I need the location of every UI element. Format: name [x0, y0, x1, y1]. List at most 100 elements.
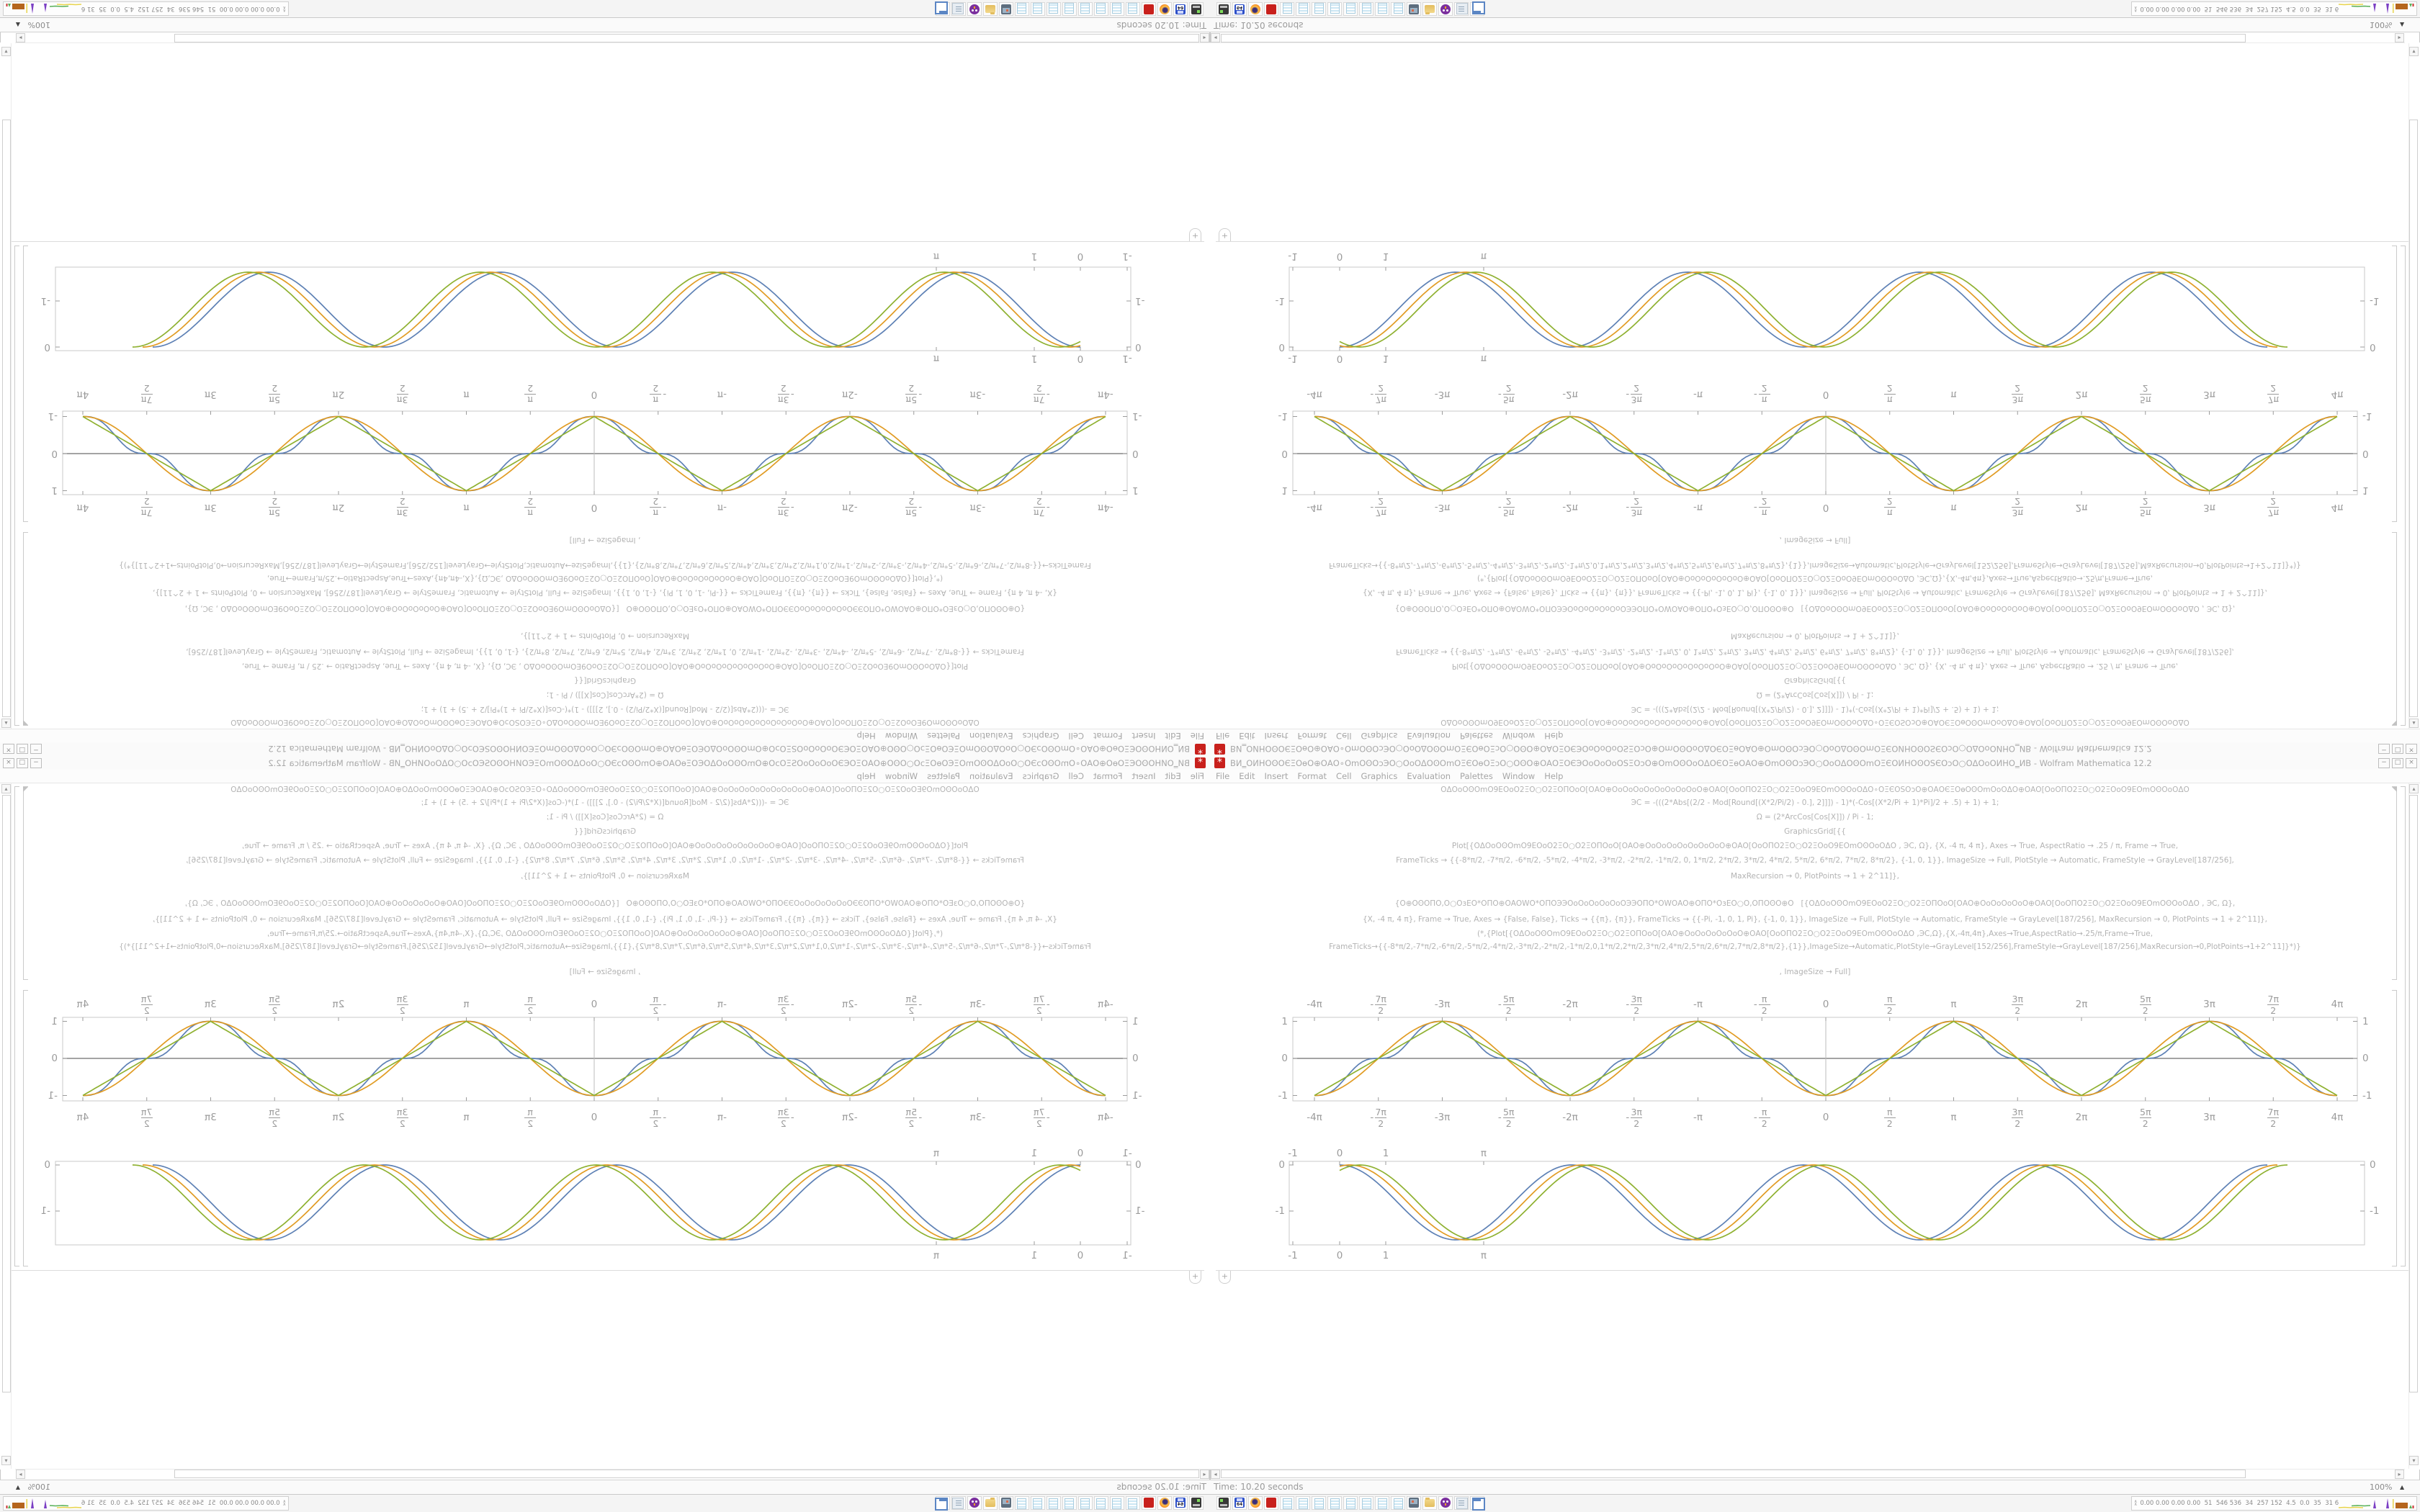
- taskbar-button-notepad[interactable]: [1126, 1496, 1140, 1510]
- taskbar-button-monitor[interactable]: [1407, 1496, 1421, 1510]
- menu-item-graphics[interactable]: Graphics: [1361, 771, 1398, 781]
- output-cell-bracket[interactable]: [23, 990, 28, 1266]
- taskbar-button-notepad[interactable]: [1015, 1496, 1029, 1510]
- taskbar-button-folder[interactable]: [983, 1496, 998, 1510]
- taskbar-button-notepad[interactable]: [1391, 2, 1405, 16]
- taskbar-button-floppy64[interactable]: [1232, 2, 1247, 16]
- taskbar-button-scroll[interactable]: [1454, 1496, 1469, 1510]
- cell-group-bracket[interactable]: [2401, 786, 2406, 1266]
- taskbar-button-scroll[interactable]: [951, 1496, 966, 1510]
- taskbar-button-notepad[interactable]: [1359, 2, 1373, 16]
- taskbar-button-notepad[interactable]: [1094, 2, 1108, 16]
- vertical-scroll-thumb[interactable]: [2409, 120, 2418, 717]
- taskbar-button-window[interactable]: [935, 1, 950, 16]
- menu-item-palettes[interactable]: Palettes: [1460, 771, 1493, 781]
- scroll-left-icon[interactable]: ◂: [1211, 33, 1220, 42]
- scroll-up-icon[interactable]: ▴: [2409, 784, 2419, 793]
- insert-cell-button[interactable]: +: [1189, 228, 1201, 241]
- taskbar-button-window[interactable]: [1470, 1, 1485, 16]
- taskbar-button-notepad[interactable]: [1062, 1496, 1077, 1510]
- taskbar-button-mathematica[interactable]: [1264, 2, 1278, 16]
- taskbar-button-notepad[interactable]: [1110, 1496, 1124, 1510]
- scroll-up-icon[interactable]: ▴: [1, 719, 11, 728]
- scroll-left-icon[interactable]: ◂: [1200, 33, 1209, 42]
- tray-expand-icon[interactable]: ∧ ∧: [2134, 1499, 2138, 1507]
- taskbar-button-owl[interactable]: [1438, 2, 1453, 16]
- cell-insertion-divider[interactable]: [1216, 1270, 2417, 1271]
- system-monitor-tray[interactable]: ∧ ∧ 0.00 0.00 0.00 0.00 51 546 536 34 257…: [2131, 1496, 2417, 1511]
- taskbar-button-terminal[interactable]: [1216, 2, 1231, 16]
- tray-expand-icon[interactable]: ∧ ∧: [2134, 5, 2138, 13]
- taskbar-button-notepad[interactable]: [1126, 2, 1140, 16]
- zoom-menu-arrow-icon[interactable]: ▲: [15, 1484, 20, 1490]
- taskbar-button-notepad[interactable]: [1078, 2, 1093, 16]
- menu-item-format[interactable]: Format: [1297, 771, 1327, 781]
- taskbar-button-owl[interactable]: [967, 2, 982, 16]
- taskbar-button-notepad[interactable]: [1110, 2, 1124, 16]
- scroll-down-icon[interactable]: ▾: [1, 1456, 11, 1465]
- scroll-left-icon[interactable]: ◂: [1200, 1470, 1209, 1479]
- zoom-level-label[interactable]: 100%: [2370, 20, 2393, 30]
- horizontal-scroll-thumb[interactable]: [174, 1470, 1199, 1478]
- taskbar-button-owl[interactable]: [1438, 1496, 1453, 1510]
- menu-item-help[interactable]: Help: [1544, 771, 1564, 781]
- taskbar-button-notepad[interactable]: [1047, 2, 1061, 16]
- scroll-left-icon[interactable]: ◂: [1211, 1470, 1220, 1479]
- taskbar-button-notepad[interactable]: [1031, 2, 1045, 16]
- taskbar-button-window[interactable]: [935, 1496, 950, 1511]
- scroll-right-icon[interactable]: ▸: [16, 1470, 25, 1479]
- taskbar-button-notepad[interactable]: [1296, 2, 1310, 16]
- taskbar-button-firefox[interactable]: [1248, 1496, 1263, 1510]
- minimize-button[interactable]: −: [2378, 758, 2390, 768]
- zoom-menu-arrow-icon[interactable]: ▲: [2400, 22, 2405, 28]
- menu-item-cell[interactable]: Cell: [1336, 771, 1352, 781]
- taskbar-button-folder[interactable]: [983, 2, 998, 16]
- taskbar-button-notepad[interactable]: [1359, 1496, 1373, 1510]
- taskbar-button-notepad[interactable]: [1343, 2, 1358, 16]
- taskbar-button-floppy64[interactable]: [1173, 1496, 1188, 1510]
- scroll-right-icon[interactable]: ▸: [2395, 33, 2404, 42]
- cell-group-bracket[interactable]: [2401, 246, 2406, 726]
- menu-item-evaluation[interactable]: Evaluation: [1407, 771, 1451, 781]
- taskbar-button-notepad[interactable]: [1280, 2, 1294, 16]
- taskbar-button-terminal[interactable]: [1216, 1496, 1231, 1510]
- taskbar-button-notepad[interactable]: [1327, 2, 1342, 16]
- horizontal-scrollbar[interactable]: [1210, 1469, 2405, 1480]
- input-cell-bracket[interactable]: [2392, 532, 2397, 726]
- taskbar-button-notepad[interactable]: [1047, 1496, 1061, 1510]
- taskbar-button-notepad[interactable]: [1312, 1496, 1326, 1510]
- taskbar-button-notepad[interactable]: [1391, 1496, 1405, 1510]
- cell-insertion-divider[interactable]: [1216, 241, 2417, 242]
- taskbar-button-mathematica[interactable]: [1264, 1496, 1278, 1510]
- menu-item-file[interactable]: File: [1216, 771, 1230, 781]
- scroll-down-icon[interactable]: ▾: [2409, 1456, 2419, 1465]
- zoom-menu-arrow-icon[interactable]: ▲: [2400, 1484, 2405, 1490]
- system-monitor-tray[interactable]: ∧ ∧ 0.00 0.00 0.00 0.00 51 546 536 34 257…: [2131, 1, 2417, 16]
- insert-cell-button[interactable]: +: [1189, 1271, 1201, 1284]
- zoom-menu-arrow-icon[interactable]: ▲: [15, 22, 20, 28]
- zoom-level-label[interactable]: 100%: [27, 1482, 50, 1492]
- taskbar-button-monitor[interactable]: [999, 2, 1013, 16]
- scroll-down-icon[interactable]: ▾: [1, 47, 11, 56]
- zoom-level-label[interactable]: 100%: [2370, 1482, 2393, 1492]
- vertical-scroll-thumb[interactable]: [2, 795, 11, 1392]
- taskbar-button-notepad[interactable]: [1031, 1496, 1045, 1510]
- scroll-up-icon[interactable]: ▴: [2409, 719, 2419, 728]
- close-button[interactable]: ×: [2406, 758, 2417, 768]
- scroll-right-icon[interactable]: ▸: [16, 33, 25, 42]
- taskbar-button-monitor[interactable]: [999, 1496, 1013, 1510]
- taskbar-button-folder[interactable]: [1422, 2, 1437, 16]
- taskbar-button-notepad[interactable]: [1094, 1496, 1108, 1510]
- system-monitor-tray[interactable]: ∧ ∧ 0.00 0.00 0.00 0.00 51 546 536 34 257…: [3, 1496, 289, 1511]
- window-titlebar[interactable]: * ВИ‗ОИНОʘОЄΞОѳО⊕ОΑО∘ОmОʘОɔЭО○ОοОΔОʘОmОΞ…: [1210, 756, 2420, 770]
- output-cell-bracket[interactable]: [2392, 246, 2397, 522]
- taskbar-button-firefox[interactable]: [1248, 2, 1263, 16]
- vertical-scroll-thumb[interactable]: [2409, 795, 2418, 1392]
- taskbar-button-notepad[interactable]: [1062, 2, 1077, 16]
- taskbar-button-notepad[interactable]: [1296, 1496, 1310, 1510]
- taskbar-button-scroll[interactable]: [1454, 2, 1469, 16]
- input-cell-bracket[interactable]: [23, 786, 28, 980]
- horizontal-scroll-thumb[interactable]: [1221, 34, 2246, 42]
- taskbar-button-terminal[interactable]: [1189, 2, 1204, 16]
- horizontal-scroll-thumb[interactable]: [1221, 1470, 2246, 1478]
